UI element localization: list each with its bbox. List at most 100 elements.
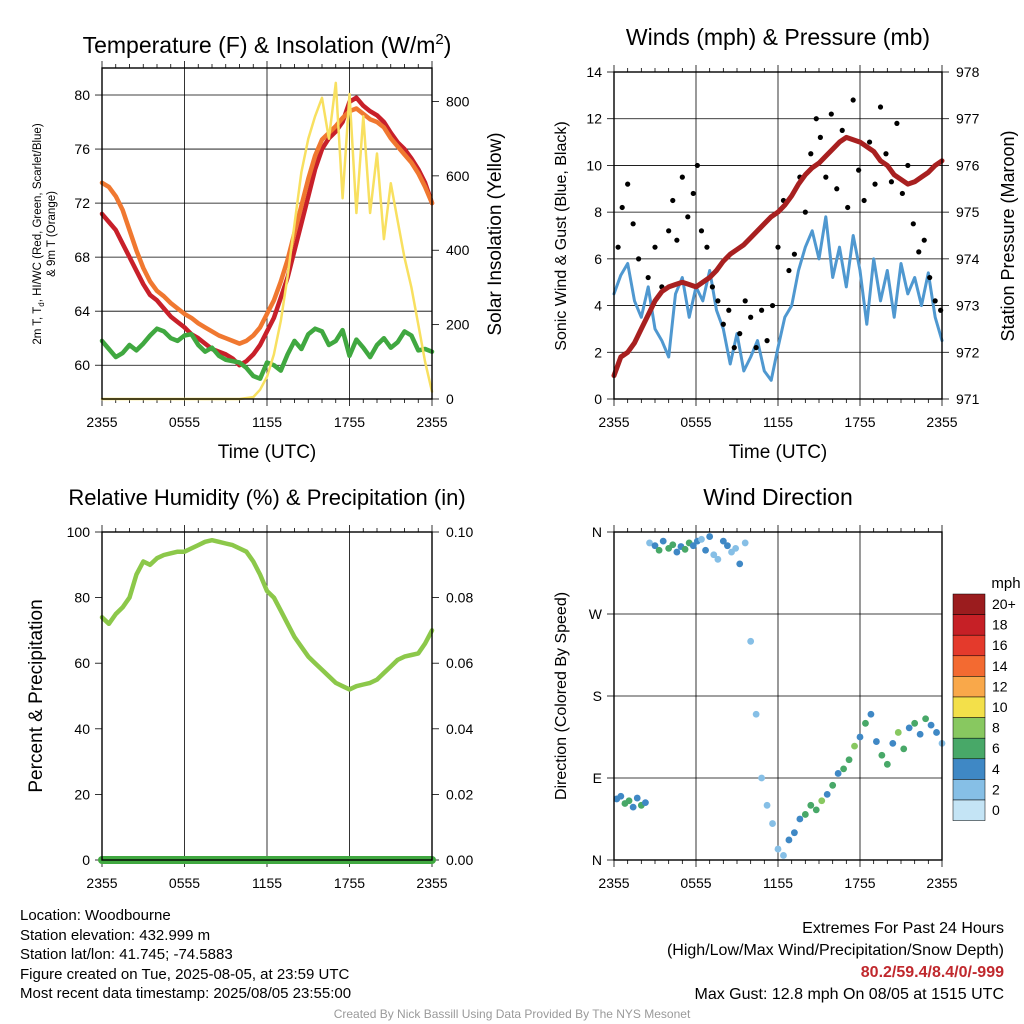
gust-point — [636, 256, 642, 262]
gust-point — [856, 167, 862, 173]
y-axis-label-left: Percent & Precipitation — [26, 599, 47, 792]
y-tick-label-right: 971 — [956, 391, 980, 407]
panel-3: 2355 0555 1155 1755 2355 0 20 40 60 80 100 0.00 0.02… — [26, 485, 473, 891]
gust-point — [630, 221, 636, 227]
y-axis-label-left: 2m T, Td, HI/WC (Red, Green, Scarlet/Blu… — [32, 123, 46, 344]
max-gust: Max Gust: 12.8 mph On 08/05 at 1515 UTC — [694, 986, 1005, 1003]
panel-title: Wind Direction — [703, 484, 853, 510]
gust-point — [742, 298, 748, 304]
direction-point — [873, 738, 880, 745]
x-tick-label: 2355 — [598, 875, 629, 891]
gust-point — [737, 331, 743, 337]
direction-point — [736, 560, 744, 568]
colorbar-label: 4 — [992, 761, 1000, 777]
gust-point — [670, 197, 676, 204]
direction-point — [774, 845, 782, 853]
station-location: Location: Woodbourne — [20, 907, 171, 924]
colorbar-swatch — [952, 799, 986, 821]
x-tick-label: 1155 — [252, 875, 282, 891]
colorbar-label: 16 — [992, 637, 1008, 653]
series-line-2 — [99, 106, 435, 346]
y-axis-label-left: Direction (Colored By Speed) — [553, 592, 570, 800]
x-tick-label: 0555 — [680, 414, 711, 430]
direction-point — [714, 555, 722, 563]
gust-point — [839, 127, 845, 133]
direction-point — [617, 792, 625, 800]
colorbar-title: mph — [991, 575, 1020, 592]
gust-point — [817, 134, 823, 140]
direction-point — [698, 535, 705, 543]
gust-point — [813, 116, 819, 122]
y-tick-label: W — [589, 606, 603, 622]
y-tick-label: 12 — [586, 111, 602, 127]
panel-title: Temperature (F) & Insolation (W/m2) — [83, 31, 452, 58]
y-tick-label: N — [592, 852, 602, 868]
direction-point — [769, 820, 776, 827]
y-tick-label-right: 977 — [956, 111, 980, 127]
panel-title: Relative Humidity (%) & Precipitation (i… — [68, 485, 465, 510]
x-axis-label: Time (UTC) — [729, 442, 828, 463]
x-tick-label: 0555 — [169, 875, 200, 891]
direction-point — [807, 801, 815, 809]
y-tick-label-right: 0.10 — [446, 524, 473, 540]
y-tick-label-right: 400 — [446, 242, 470, 258]
x-tick-label: 2355 — [416, 414, 447, 430]
gust-point — [679, 174, 685, 180]
wind-series — [611, 97, 945, 382]
gust-point — [850, 97, 856, 103]
direction-point — [812, 806, 820, 814]
gust-point — [652, 244, 658, 250]
station-info: Location: Woodbourne Station elevation: … — [20, 906, 351, 1004]
direction-point — [862, 719, 869, 727]
gust-point — [764, 338, 770, 344]
gust-point — [690, 190, 696, 197]
x-tick-label: 2355 — [86, 414, 117, 430]
y-tick-label-right: 974 — [956, 251, 980, 267]
direction-point — [752, 710, 760, 718]
colorbar-label: 0 — [992, 802, 1000, 818]
gust-point — [753, 345, 759, 351]
y-tick-label: S — [593, 688, 602, 704]
gust-point — [861, 197, 867, 204]
gust-point — [834, 186, 840, 192]
gust-point — [828, 111, 834, 117]
colorbar: mph 20+ 18 16 14 12 10 8 6 4 2 0 — [952, 575, 1021, 821]
direction-point — [785, 836, 793, 844]
direction-point — [878, 751, 886, 759]
gust-point — [775, 244, 781, 250]
direction-point — [642, 799, 649, 806]
y-tick-label: 60 — [74, 655, 90, 671]
y-tick-label-right: 600 — [446, 168, 470, 184]
gust-point — [625, 181, 631, 187]
figure-created: Figure created on Tue, 2025-08-05, at 23… — [20, 965, 350, 983]
gust-point — [883, 151, 889, 157]
direction-point — [710, 551, 718, 559]
y-tick-label-right: 0.04 — [446, 721, 473, 737]
direction-point — [706, 533, 714, 540]
y-tick-label: 76 — [74, 141, 90, 157]
y-tick-label: 4 — [594, 298, 602, 314]
y-tick-label: E — [593, 770, 602, 786]
gust-point — [666, 228, 672, 234]
series-line-3 — [99, 326, 435, 381]
colorbar-swatch — [952, 655, 986, 677]
gust-point — [888, 179, 895, 185]
direction-point — [905, 724, 913, 732]
station-latlon: Station lat/lon: 41.745; -74.5883 — [20, 946, 233, 963]
plot-border — [613, 71, 943, 400]
extremes-values: 80.2/59.4/8.4/0/-999 — [860, 964, 1004, 981]
x-tick-label: 1755 — [844, 414, 875, 430]
series-line-1 — [612, 215, 944, 382]
x-tick-label: 1755 — [334, 414, 365, 430]
y-axis-label-right: Station Pressure (Maroon) — [998, 130, 1018, 341]
x-tick-label: 1155 — [763, 875, 793, 891]
series-line-1 — [99, 537, 435, 692]
x-tick-label: 1755 — [844, 875, 875, 891]
gust-point — [877, 104, 884, 110]
x-axis-label: Time (UTC) — [218, 442, 317, 463]
direction-point — [889, 739, 897, 747]
direction-point — [911, 719, 919, 727]
gust-point — [704, 244, 710, 250]
plot-border — [101, 531, 433, 861]
y-tick-label-right: 0.06 — [446, 655, 473, 671]
